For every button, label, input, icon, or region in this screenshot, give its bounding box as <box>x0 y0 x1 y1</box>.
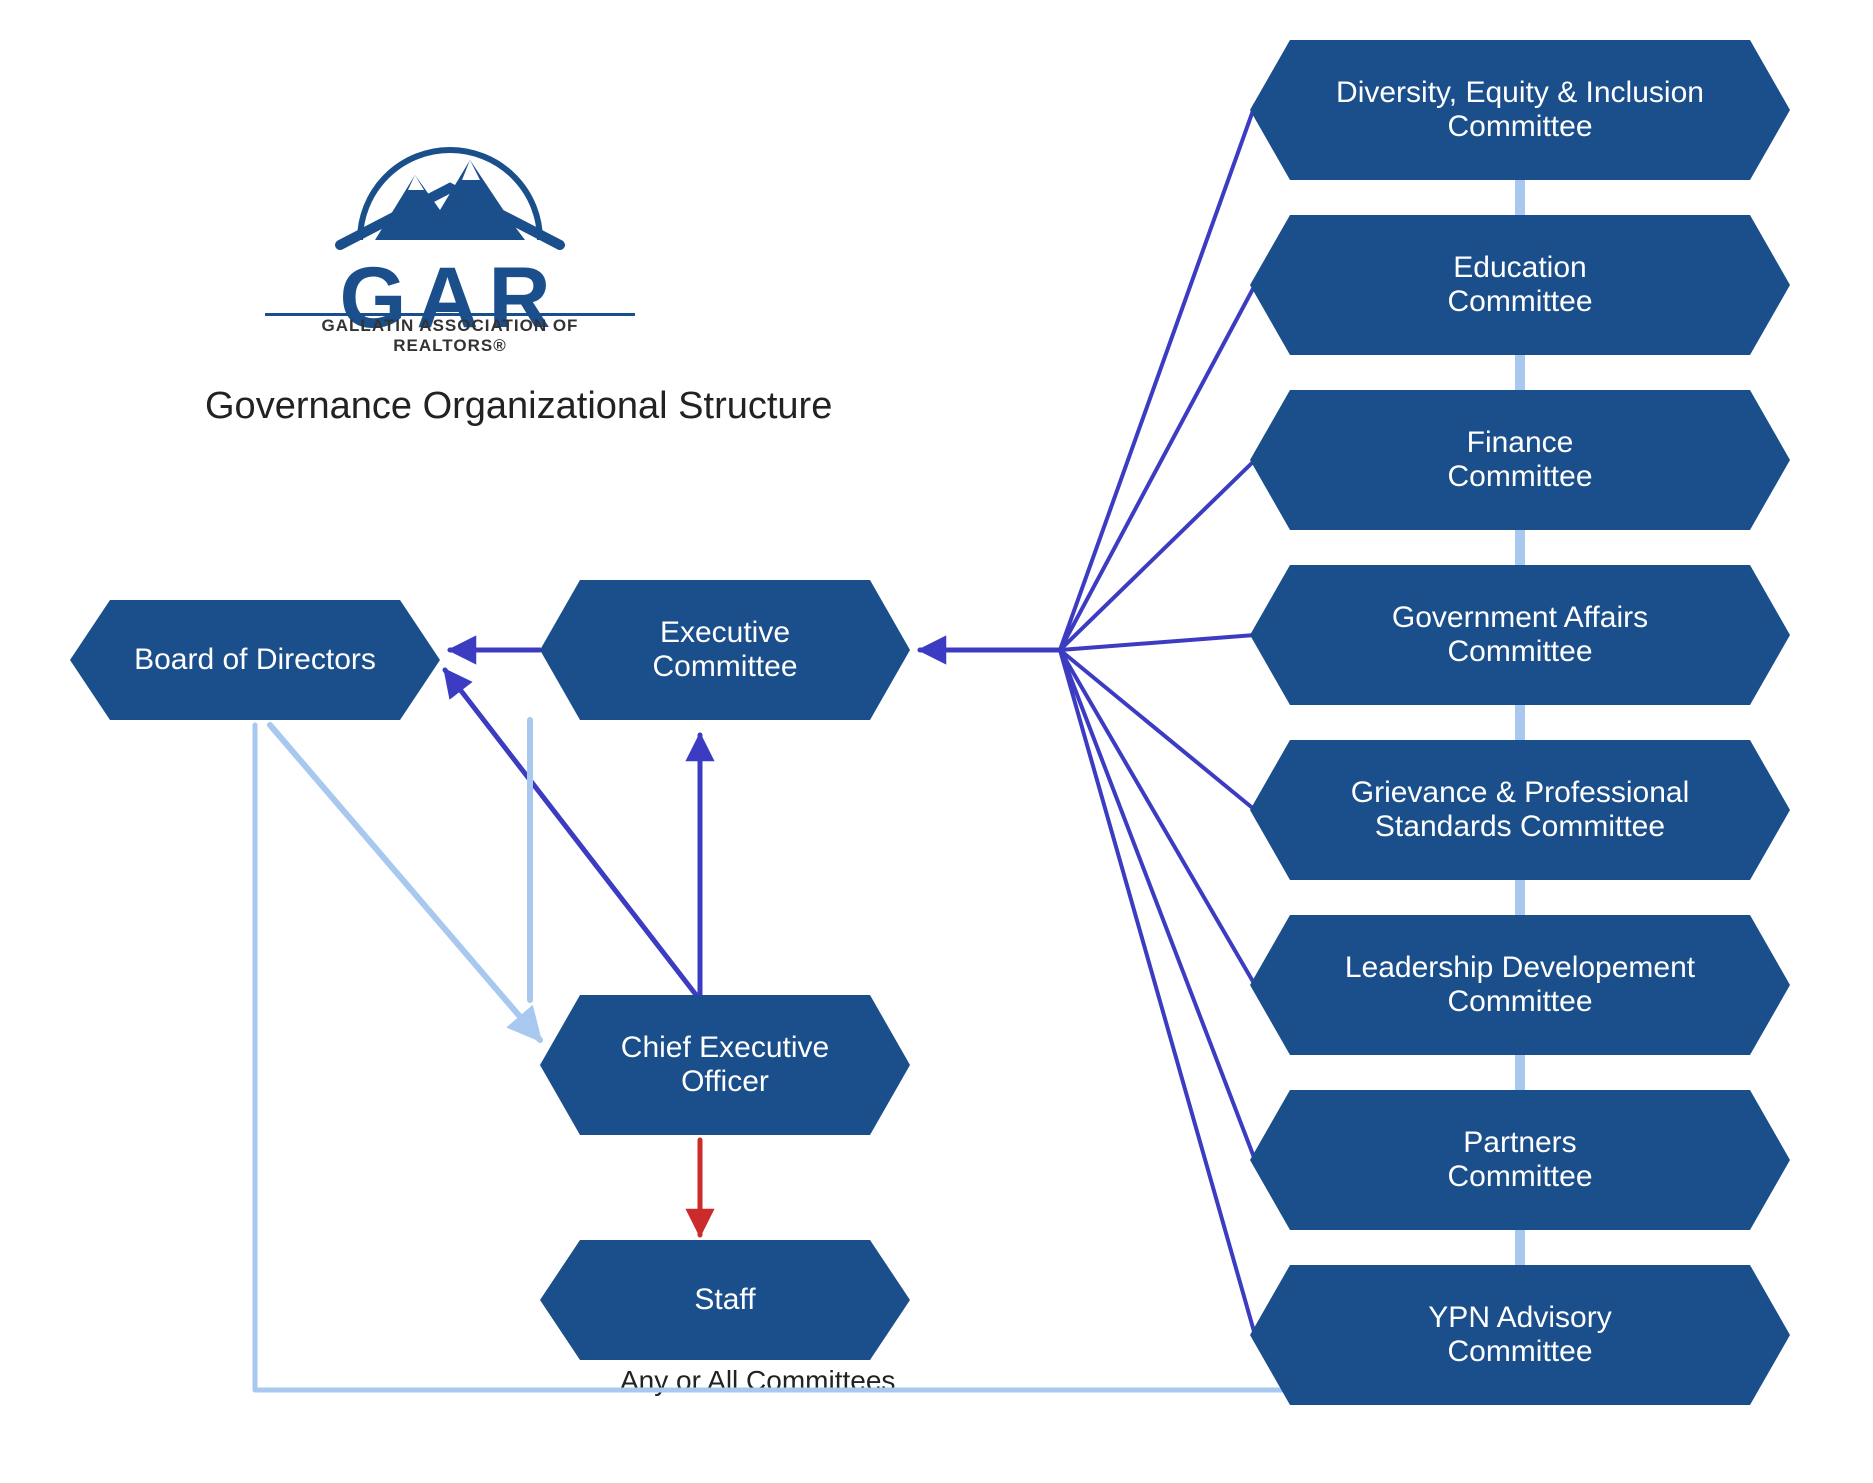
node-gov: Government Affairs Committee <box>1250 565 1790 705</box>
org-chart: GAR GALLATIN ASSOCIATION OF REALTORS® Go… <box>0 0 1873 1483</box>
node-edu: Education Committee <box>1250 215 1790 355</box>
node-fin: Finance Committee <box>1250 390 1790 530</box>
node-griev: Grievance & Professional Standards Commi… <box>1250 740 1790 880</box>
node-exec: Executive Committee <box>540 580 910 720</box>
node-partners: Partners Committee <box>1250 1090 1790 1230</box>
node-lead: Leadership Developement Committee <box>1250 915 1790 1055</box>
node-ypn: YPN Advisory Committee <box>1250 1265 1790 1405</box>
node-dei: Diversity, Equity & Inclusion Committee <box>1250 40 1790 180</box>
node-staff: Staff <box>540 1240 910 1360</box>
node-ceo: Chief Executive Officer <box>540 995 910 1135</box>
node-board: Board of Directors <box>70 600 440 720</box>
